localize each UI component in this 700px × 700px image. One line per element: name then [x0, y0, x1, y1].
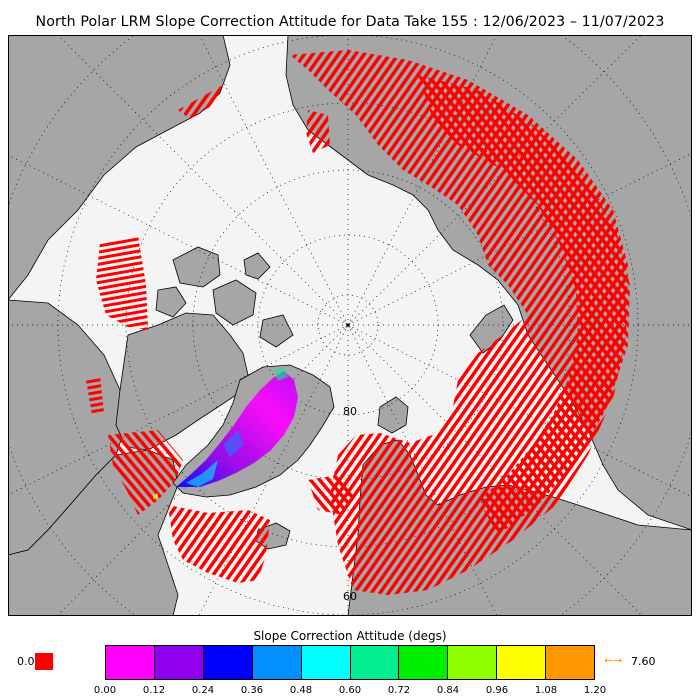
colorbar-segment-0: [106, 646, 155, 679]
colorbar-tick-label: 0.48: [289, 685, 313, 696]
colorbar-tick-label: 0.96: [485, 685, 509, 696]
colorbar-segment-2: [203, 646, 253, 679]
land-north-america: [8, 35, 231, 301]
map-title: North Polar LRM Slope Correction Attitud…: [35, 14, 665, 30]
min-value-label: 0.0: [17, 655, 35, 668]
max-value-label: 7.60: [631, 655, 656, 668]
colorbar-segment-3: [252, 646, 302, 679]
land-svalbard: [377, 396, 409, 434]
colorbar-tick-label: 1.20: [583, 685, 607, 696]
colorbar-tick-label: 0.36: [240, 685, 264, 696]
pole-marker: ¤: [345, 321, 351, 331]
colorbar-tick-label: 0.84: [436, 685, 460, 696]
colorbar-segment-5: [350, 646, 400, 679]
colorbar-segment-6: [399, 646, 449, 679]
colorbar: [105, 645, 595, 680]
colorbar-segment-1: [154, 646, 204, 679]
land-island-5: [259, 314, 294, 348]
greenland-data-swath: [153, 367, 298, 499]
latitude-label-60: 60: [343, 590, 357, 603]
max-arrow-icon: ←→: [604, 654, 623, 667]
track-coverage: [86, 50, 630, 595]
colorbar-tick-label: 0.12: [142, 685, 166, 696]
colorbar-title: Slope Correction Attitude (degs): [253, 629, 447, 643]
colorbar-tick-label: 0.72: [387, 685, 411, 696]
map-frame: [8, 35, 692, 616]
land-island-3: [155, 286, 187, 318]
colorbar-tick-label: 1.08: [534, 685, 558, 696]
colorbar-tick-label: 0.00: [93, 685, 117, 696]
land-island-4: [243, 252, 271, 280]
latitude-label-80: 80: [343, 405, 357, 418]
colorbar-tick-label: 0.60: [338, 685, 362, 696]
min-value-swatch: [35, 653, 53, 670]
colorbar-segment-8: [497, 646, 547, 679]
colorbar-segment-7: [448, 646, 498, 679]
colorbar-segment-4: [301, 646, 351, 679]
land-island-1: [172, 246, 221, 288]
colorbar-tick-label: 0.24: [191, 685, 215, 696]
polar-map: ¤ 80 60: [8, 35, 692, 616]
colorbar-ticks: 0.00 0.12 0.24 0.36 0.48 0.60 0.72 0.84 0.96 1.08…: [94, 685, 606, 699]
colorbar-segment-9: [546, 646, 595, 679]
land-island-2: [212, 279, 257, 326]
